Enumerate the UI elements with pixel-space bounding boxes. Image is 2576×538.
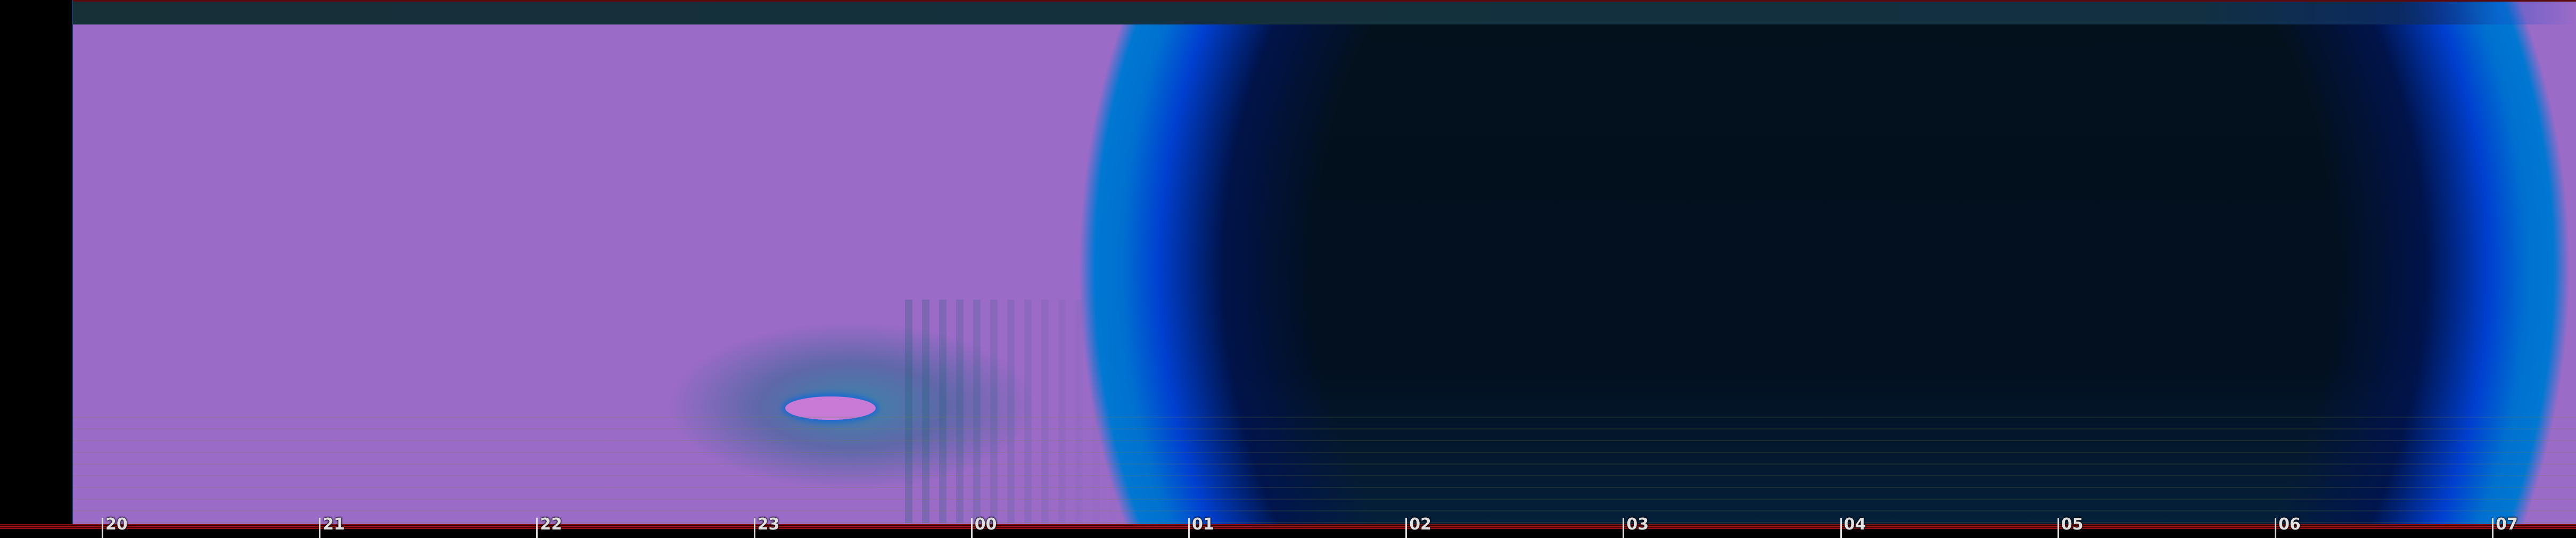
tick-mark (2492, 518, 2494, 538)
time-tick: 03 (1623, 515, 1649, 538)
time-tick: 21 (319, 515, 345, 538)
tick-mark (1188, 518, 1190, 538)
time-tick: 05 (2057, 515, 2084, 538)
time-tick: 20 (102, 515, 128, 538)
top-border (0, 0, 2576, 2)
time-tick: 07 (2492, 515, 2518, 538)
tick-label: 04 (1843, 515, 1866, 534)
aurora-streaks (905, 300, 1118, 523)
top-band (0, 2, 2576, 24)
tick-mark (536, 518, 538, 538)
tick-label: 01 (1192, 515, 1214, 534)
time-tick: 23 (753, 515, 780, 538)
tick-label: 20 (105, 515, 128, 534)
time-tick: 04 (1840, 515, 1866, 538)
time-tick: 06 (2275, 515, 2301, 538)
tick-mark (102, 518, 103, 538)
horizon-lines (0, 417, 2576, 524)
axis-rule (0, 524, 2576, 529)
time-axis: 20 21 22 23 00 01 02 03 04 05 06 07 (0, 517, 2576, 538)
tick-mark (2275, 518, 2276, 538)
aurora-bright-spot (785, 396, 876, 420)
time-tick: 02 (1405, 515, 1431, 538)
tick-mark (2057, 518, 2059, 538)
tick-label: 21 (323, 515, 345, 534)
tick-label: 02 (1409, 515, 1431, 534)
tick-mark (1840, 518, 1842, 538)
tick-mark (1405, 518, 1408, 538)
tick-label: 22 (540, 515, 563, 534)
tick-label: 23 (757, 515, 780, 534)
time-tick: 00 (970, 515, 997, 538)
tick-label: 03 (1626, 515, 1649, 534)
tick-label: 00 (974, 515, 997, 534)
tick-label: 07 (2496, 515, 2518, 534)
keogram-image (0, 2, 2576, 524)
tick-label: 05 (2061, 515, 2084, 534)
tick-mark (1623, 518, 1625, 538)
tick-mark (319, 518, 321, 538)
time-tick: 01 (1188, 515, 1214, 538)
tick-mark (970, 518, 973, 538)
tick-mark (753, 518, 755, 538)
time-tick: 22 (536, 515, 563, 538)
tick-label: 06 (2278, 515, 2301, 534)
left-margin (0, 0, 73, 524)
